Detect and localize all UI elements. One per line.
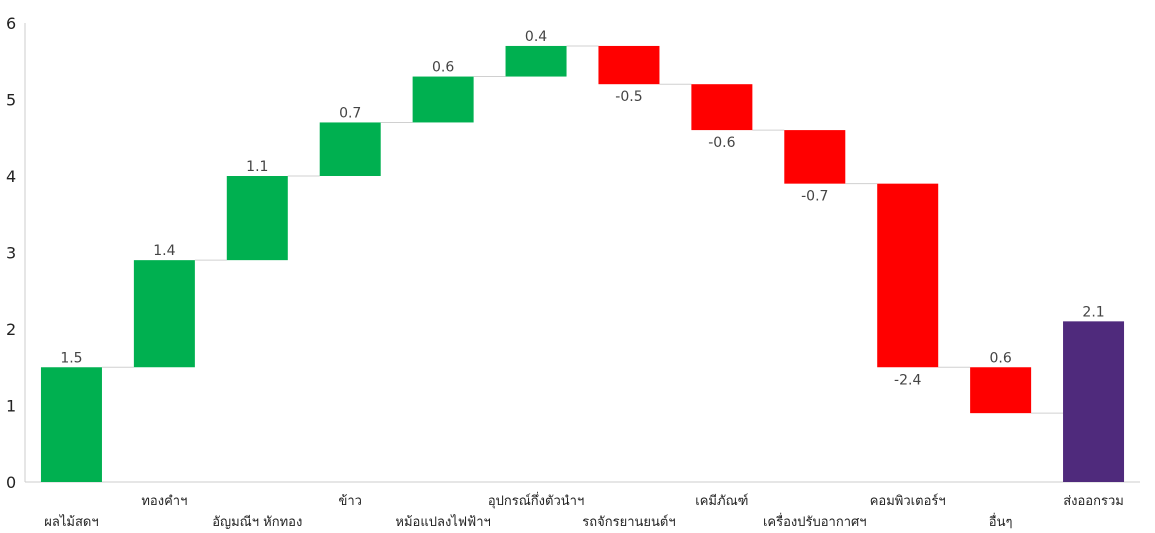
bar-6 <box>505 45 567 77</box>
x-tick-label: ทองคำฯ <box>141 494 187 509</box>
x-tick-label: อัญมณีฯ หักทอง <box>212 514 302 530</box>
x-tick-label: หม้อแปลงไฟฟ้าฯ <box>395 514 490 530</box>
y-axis: 0 1 2 3 4 5 6 <box>6 14 1140 492</box>
bar-7 <box>598 45 660 85</box>
y-tick-label: 0 <box>6 473 16 492</box>
data-label: 1.4 <box>153 243 175 259</box>
bar-12 <box>1063 321 1125 482</box>
connector-lines <box>101 45 1064 414</box>
data-label: 0.4 <box>525 29 547 45</box>
x-axis-labels: ผลไม้สดฯ ทองคำฯอัญมณีฯ หักทอง ข้าวหม้อแปลง… <box>44 492 1124 530</box>
y-tick-label: 6 <box>6 14 16 33</box>
x-tick-label: อุปกรณ์กึ่งตัวนำฯ <box>488 492 584 509</box>
data-label: 0.7 <box>339 105 361 121</box>
y-tick-label: 5 <box>6 91 16 110</box>
x-tick-label: ข้าว <box>338 494 362 509</box>
data-labels: 1.5 1.4 1.1 0.7 0.6 0.4 -0.5 -0.6 -0.7 -2.4 0.6 2.1 <box>60 29 1104 388</box>
data-label: 2.1 <box>1082 304 1104 320</box>
data-label: -0.5 <box>615 89 642 105</box>
y-tick-label: 2 <box>6 320 16 339</box>
bar-3 <box>226 176 288 261</box>
x-tick-label: ส่งออกรวม <box>1063 494 1124 509</box>
x-tick-label: เคมีภัณฑ์ <box>695 493 748 509</box>
x-tick-label: ผลไม้สดฯ <box>44 514 98 530</box>
x-tick-label: เครื่องปรับอากาศฯ <box>763 513 867 530</box>
x-tick-label: รถจักรยานยนต์ฯ <box>582 514 675 530</box>
data-label: 1.1 <box>246 159 268 175</box>
bar-11 <box>970 367 1032 414</box>
bar-9 <box>784 130 846 184</box>
bar-10 <box>877 183 939 368</box>
bar-5 <box>412 76 474 123</box>
y-tick-label: 4 <box>6 167 16 186</box>
data-label: -2.4 <box>894 372 921 388</box>
x-tick-label: อื่นๆ <box>989 513 1013 530</box>
bar-2 <box>133 260 195 368</box>
bar-1 <box>40 367 102 482</box>
data-label: 0.6 <box>432 60 454 76</box>
data-label: 1.5 <box>60 350 82 366</box>
bar-4 <box>319 122 381 176</box>
y-tick-label: 3 <box>6 244 16 263</box>
data-label: 0.6 <box>989 350 1011 366</box>
data-label: -0.7 <box>801 189 828 205</box>
x-tick-label: คอมพิวเตอร์ฯ <box>870 493 946 509</box>
y-tick-label: 1 <box>6 397 16 416</box>
bars <box>40 45 1125 482</box>
bar-8 <box>691 84 753 131</box>
data-label: -0.6 <box>708 135 735 151</box>
